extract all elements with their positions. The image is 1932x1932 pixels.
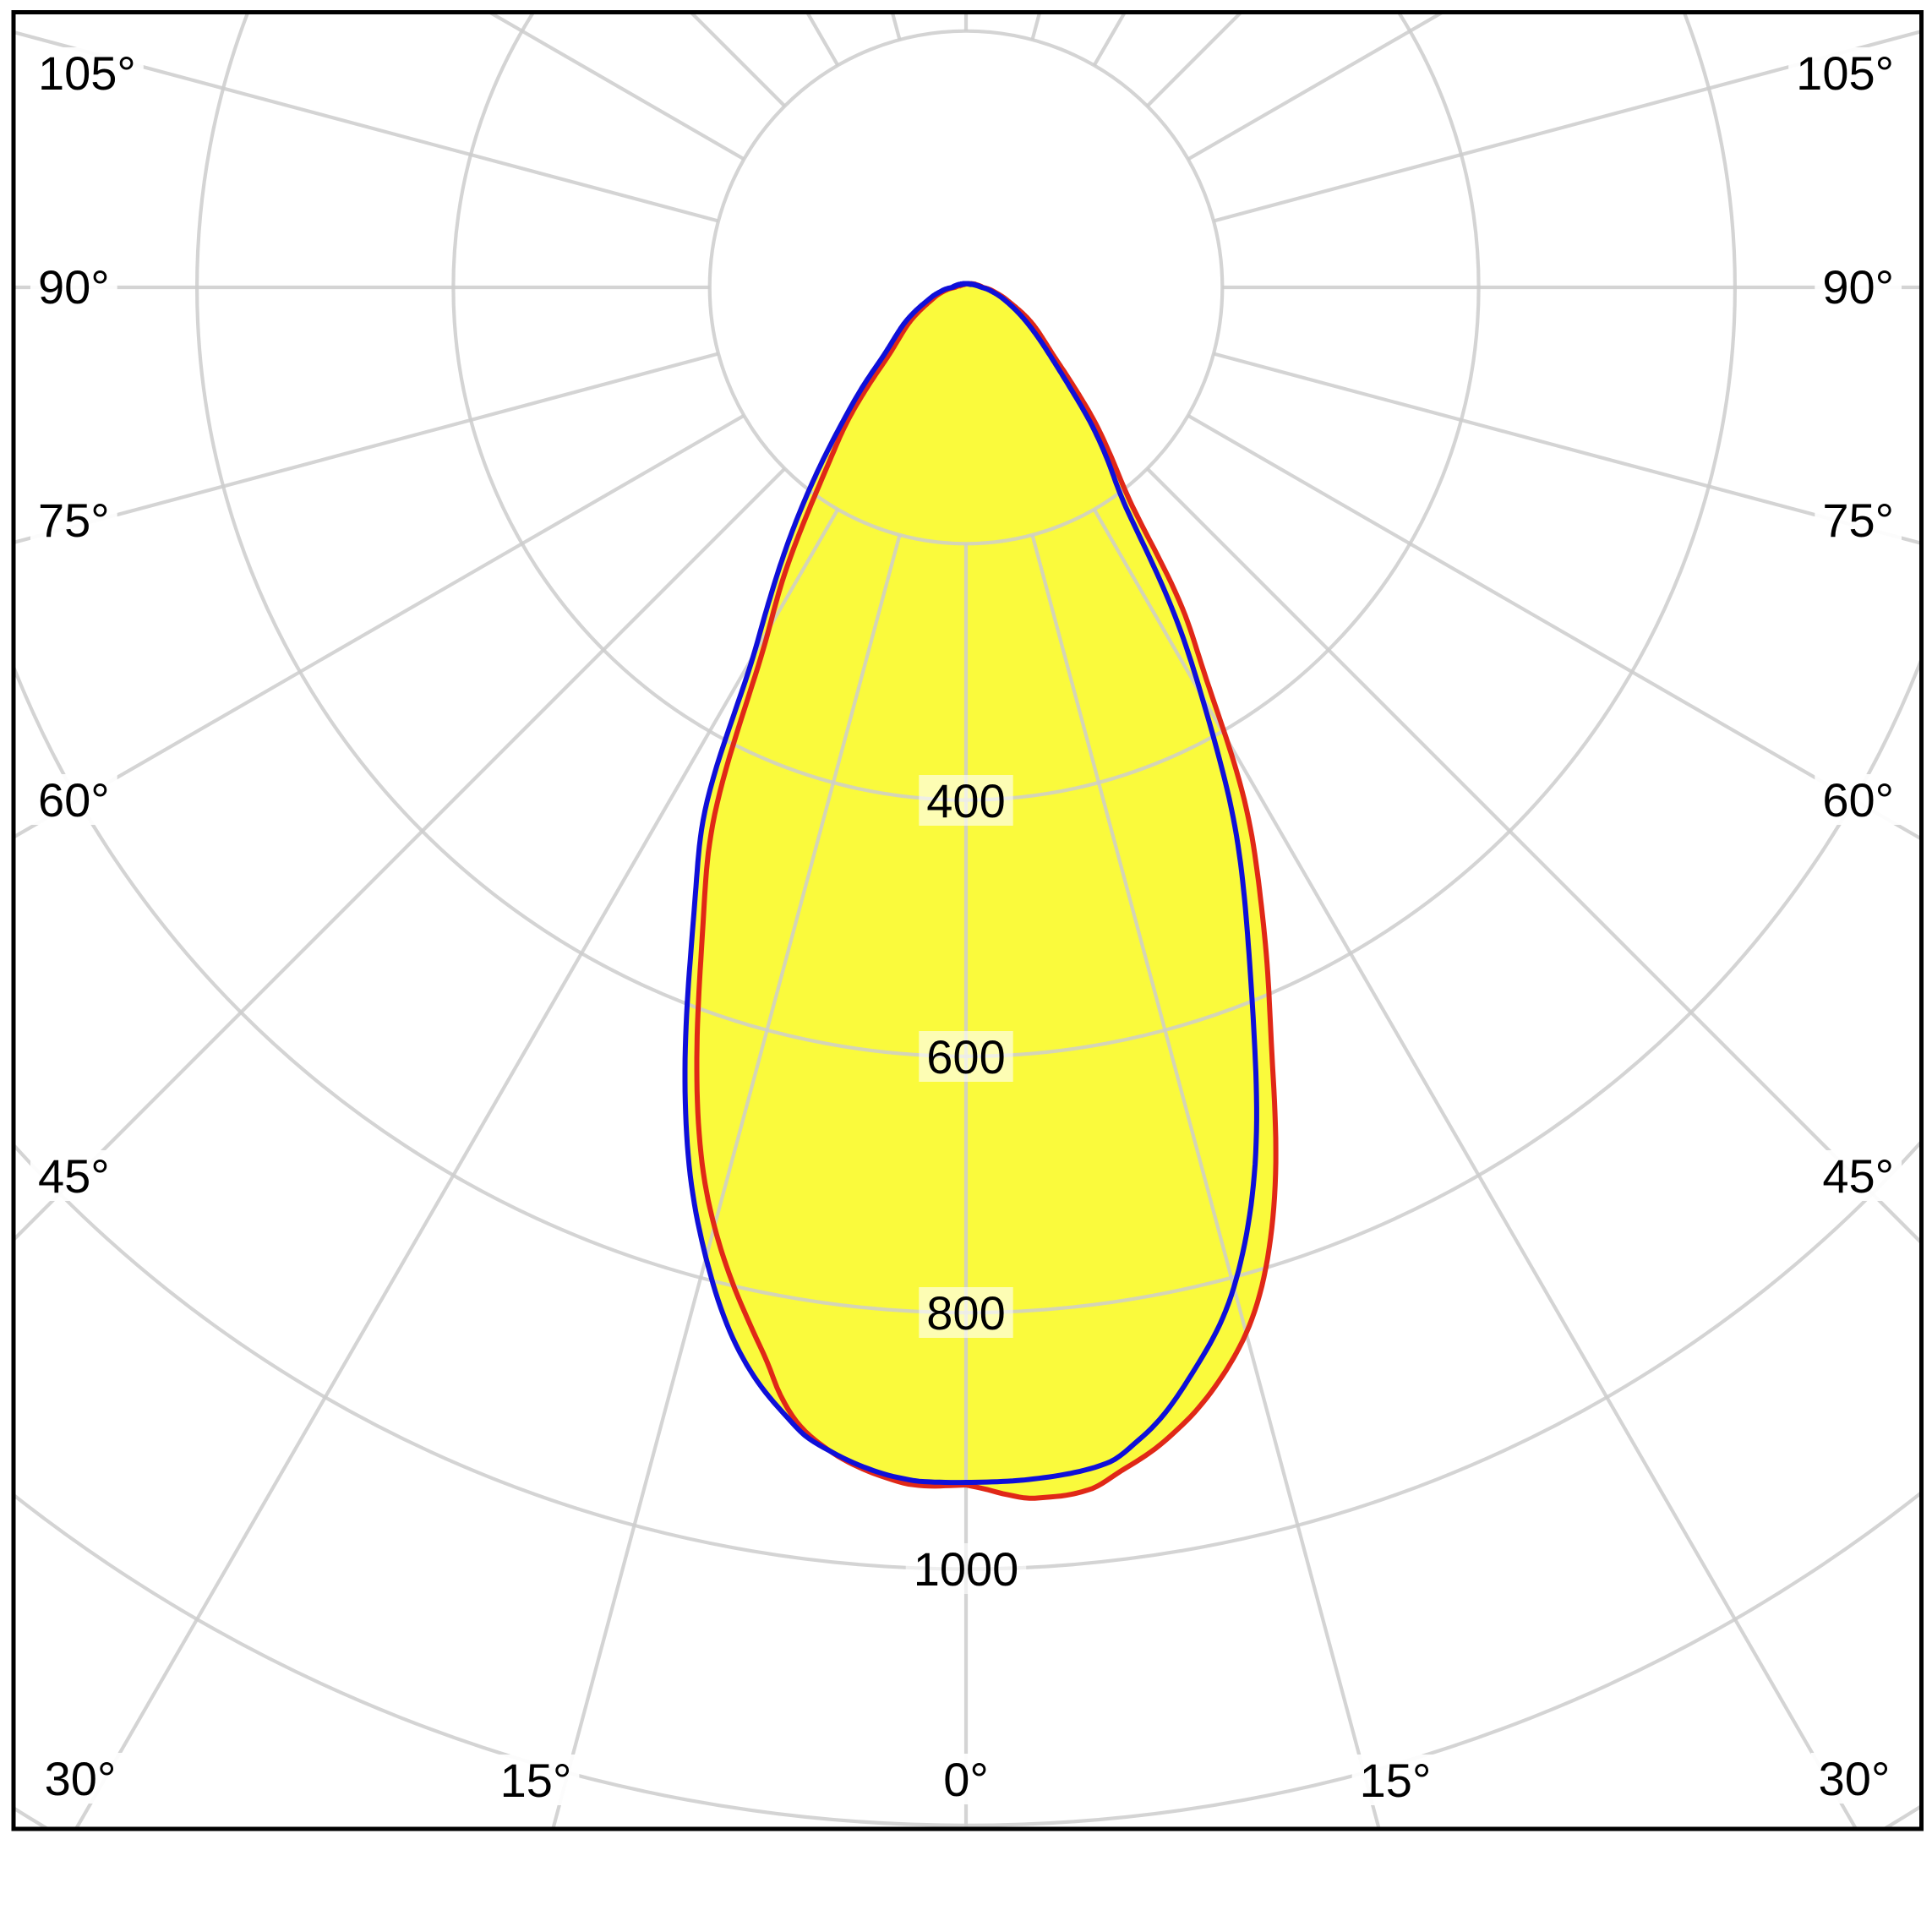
svg-text:45°: 45° — [38, 1149, 110, 1203]
svg-text:30°: 30° — [1819, 1752, 1891, 1805]
svg-text:600: 600 — [926, 1030, 1005, 1083]
svg-text:15°: 15° — [1360, 1754, 1432, 1807]
svg-text:60°: 60° — [1822, 773, 1894, 827]
svg-text:60°: 60° — [38, 773, 110, 827]
svg-text:105°: 105° — [38, 46, 136, 100]
svg-text:1000: 1000 — [914, 1542, 1019, 1596]
svg-text:400: 400 — [926, 774, 1005, 827]
svg-text:15°: 15° — [500, 1754, 572, 1807]
svg-text:105°: 105° — [1796, 46, 1894, 100]
svg-text:800: 800 — [926, 1286, 1005, 1340]
svg-text:90°: 90° — [38, 260, 110, 314]
svg-text:90°: 90° — [1822, 260, 1894, 314]
svg-text:75°: 75° — [1822, 494, 1894, 547]
svg-text:30°: 30° — [45, 1752, 117, 1805]
svg-text:0°: 0° — [943, 1753, 989, 1806]
svg-text:45°: 45° — [1822, 1149, 1894, 1203]
svg-text:75°: 75° — [38, 494, 110, 547]
